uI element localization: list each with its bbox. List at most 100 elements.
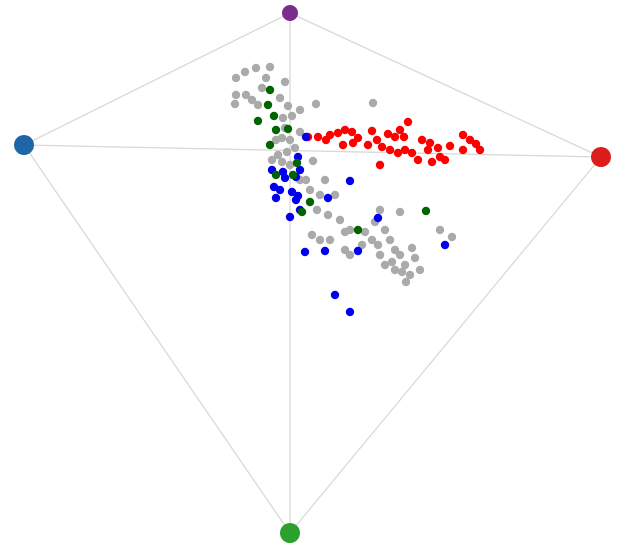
- data-point: [257, 83, 267, 93]
- data-point: [271, 193, 281, 203]
- data-point: [421, 206, 431, 216]
- data-point: [395, 207, 405, 217]
- frame-edge: [289, 156, 602, 534]
- data-point: [240, 67, 250, 77]
- data-point: [407, 243, 417, 253]
- data-point: [285, 160, 295, 170]
- anchor: [282, 5, 298, 21]
- data-point: [345, 225, 355, 235]
- data-point: [380, 260, 390, 270]
- data-point: [395, 250, 405, 260]
- data-point: [475, 145, 485, 155]
- data-point: [297, 207, 307, 217]
- data-point: [435, 225, 445, 235]
- data-point: [273, 150, 283, 160]
- data-point: [312, 205, 322, 215]
- data-point: [427, 157, 437, 167]
- data-point: [363, 140, 373, 150]
- data-point: [333, 128, 343, 138]
- data-point: [271, 135, 281, 145]
- data-point: [413, 155, 423, 165]
- data-point: [368, 98, 378, 108]
- data-point: [330, 190, 340, 200]
- data-point: [291, 195, 301, 205]
- data-point: [295, 127, 305, 137]
- data-point: [367, 235, 377, 245]
- data-point: [265, 140, 275, 150]
- anchor: [280, 523, 300, 543]
- data-point: [323, 193, 333, 203]
- data-point: [360, 227, 370, 237]
- data-point: [458, 130, 468, 140]
- data-point: [280, 77, 290, 87]
- anchor: [14, 135, 34, 155]
- data-point: [320, 175, 330, 185]
- data-point: [345, 250, 355, 260]
- data-point: [417, 135, 427, 145]
- data-point: [400, 145, 410, 155]
- data-point: [345, 176, 355, 186]
- data-point: [385, 235, 395, 245]
- data-point: [340, 125, 350, 135]
- data-point: [403, 117, 413, 127]
- data-point: [347, 127, 357, 137]
- data-point: [251, 63, 261, 73]
- data-point: [280, 173, 290, 183]
- data-point: [231, 90, 241, 100]
- data-point: [399, 132, 409, 142]
- data-point: [265, 62, 275, 72]
- data-point: [400, 260, 410, 270]
- data-point: [373, 240, 383, 250]
- data-point: [231, 73, 241, 83]
- data-point: [353, 225, 363, 235]
- data-point: [323, 210, 333, 220]
- data-point: [271, 125, 281, 135]
- data-point: [313, 132, 323, 142]
- data-point: [305, 197, 315, 207]
- data-point: [315, 235, 325, 245]
- data-point: [287, 187, 297, 197]
- data-point: [397, 267, 407, 277]
- data-point: [373, 213, 383, 223]
- data-point: [292, 158, 302, 168]
- data-point: [375, 205, 385, 215]
- data-point: [401, 277, 411, 287]
- data-point: [315, 190, 325, 200]
- data-point: [275, 93, 285, 103]
- data-point: [321, 135, 331, 145]
- data-point: [458, 145, 468, 155]
- data-point: [267, 155, 277, 165]
- data-point: [390, 265, 400, 275]
- data-point: [372, 135, 382, 145]
- data-point: [308, 156, 318, 166]
- data-point: [295, 165, 305, 175]
- data-point: [330, 290, 340, 300]
- data-point: [307, 230, 317, 240]
- data-point: [440, 155, 450, 165]
- frame-edge: [23, 144, 291, 534]
- data-point: [471, 139, 481, 149]
- data-point: [395, 125, 405, 135]
- data-point: [295, 105, 305, 115]
- data-point: [277, 157, 287, 167]
- data-point: [290, 143, 300, 153]
- frame-edge: [23, 12, 291, 146]
- data-point: [275, 185, 285, 195]
- data-point: [305, 185, 315, 195]
- data-point: [311, 99, 321, 109]
- data-point: [425, 138, 435, 148]
- data-point: [357, 240, 367, 250]
- data-point: [269, 111, 279, 121]
- frame-edge: [289, 12, 602, 158]
- data-point: [288, 170, 298, 180]
- frame-edge: [23, 144, 602, 158]
- data-point: [287, 111, 297, 121]
- data-point: [285, 135, 295, 145]
- data-point: [230, 99, 240, 109]
- data-point: [380, 225, 390, 235]
- data-point: [301, 175, 311, 185]
- data-point: [433, 143, 443, 153]
- data-point: [383, 129, 393, 139]
